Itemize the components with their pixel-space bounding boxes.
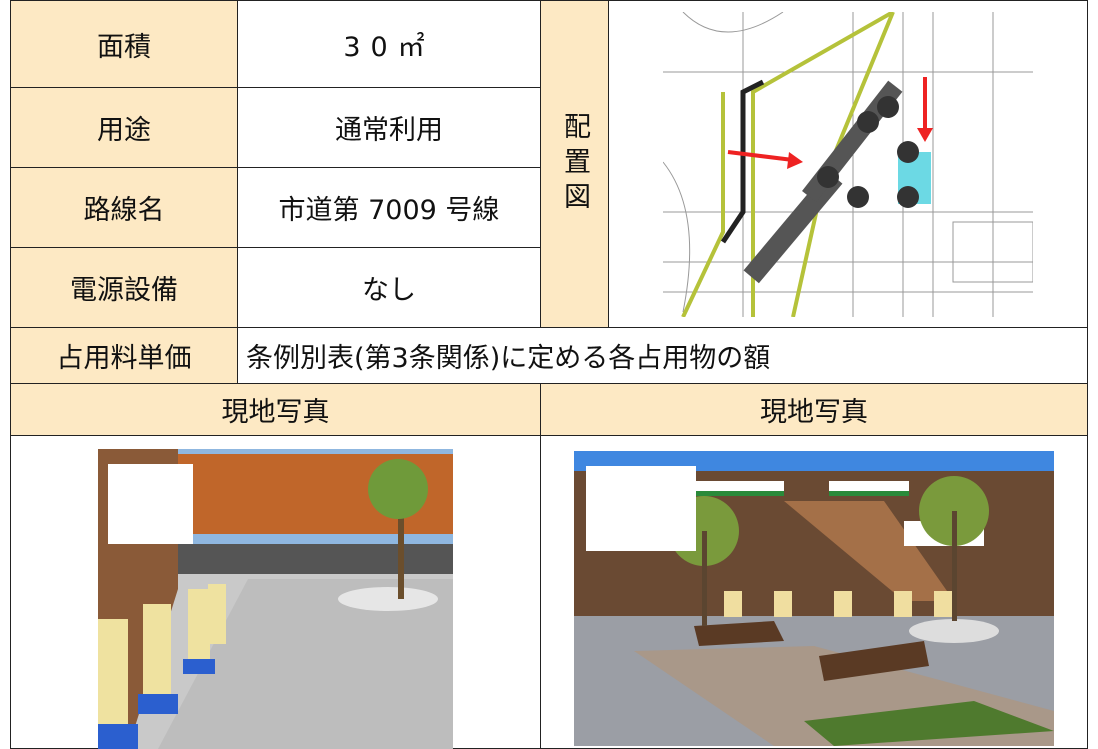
row-label: 面積	[10, 0, 238, 88]
photo-header: 現地写真	[540, 383, 1088, 436]
row-value: 通常利用	[237, 87, 541, 168]
photo-cell	[540, 435, 1088, 749]
map-cell	[608, 0, 1088, 328]
layout-map	[663, 11, 1033, 317]
row-value: 市道第 7009 号線	[237, 167, 541, 248]
photo	[98, 449, 453, 749]
photo-cell	[10, 435, 541, 749]
row-label: 用途	[10, 87, 238, 168]
photo-header: 現地写真	[10, 383, 541, 436]
fee-value: 条例別表(第3条関係)に定める各占用物の額	[237, 327, 1088, 384]
row-label: 路線名	[10, 167, 238, 248]
row-label: 電源設備	[10, 247, 238, 328]
layout-label-text: 配置図	[559, 111, 590, 217]
fee-label: 占用料単価	[10, 327, 238, 384]
layout-label: 配置図	[540, 0, 609, 328]
row-value: 30㎡	[237, 0, 541, 88]
row-value: なし	[237, 247, 541, 328]
photo	[574, 450, 1054, 746]
